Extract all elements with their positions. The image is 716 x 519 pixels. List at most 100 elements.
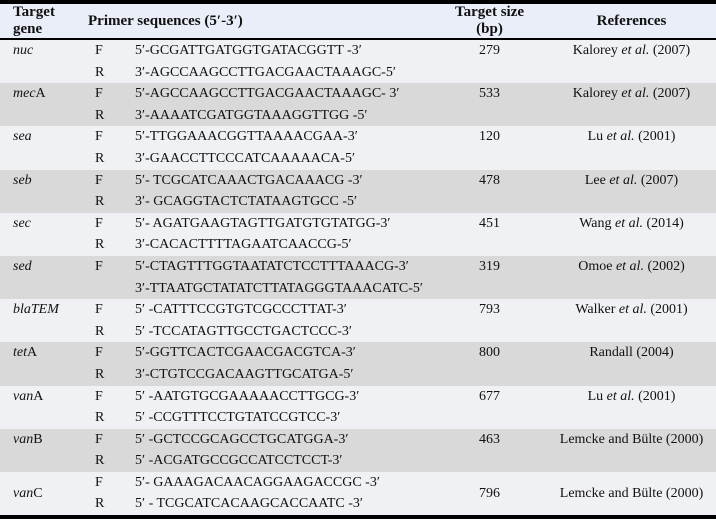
primer-sequence: 5′-GCGATTGATGGTGATACGGTT -3′ bbox=[135, 43, 362, 58]
table-row: nuc F 5′-GCGATTGATGGTGATACGGTT -3′ 279 Kalor… bbox=[0, 39, 716, 62]
reference-post: (2007) bbox=[637, 172, 679, 188]
target-size-value: 120 bbox=[479, 129, 501, 145]
target-size-value: 463 bbox=[479, 431, 501, 447]
gene-name-italic: tet bbox=[13, 345, 27, 361]
primer-sequence: 5′ -AATGTGCGAAAAACCTTGCG-3′ bbox=[135, 388, 360, 404]
primer-direction: F bbox=[95, 474, 103, 490]
primer-sequence: 3′-CACACTTTTAGAATCAACCG-5′ bbox=[135, 237, 352, 253]
gene-name-italic: van bbox=[13, 485, 34, 501]
table-row: vanC F 5′- GAAAGACAACAGGAAGACCGC -3′ 796 Lem… bbox=[0, 471, 716, 501]
target-size-value: 793 bbox=[479, 302, 501, 318]
column-header-primer-sequences: Primer sequences (5′-3′) bbox=[80, 2, 433, 39]
reference-pre: Lee bbox=[584, 172, 610, 188]
reference-post: (2007) bbox=[649, 86, 691, 102]
table-row: blaTEM F 5′ -CATTTCCGTGTCGCCCTTAT-3′ 793 Wal… bbox=[0, 299, 716, 321]
table-row: vanB F 5′ -GCTCCGCAGCCTGCATGGA-3′ 463 Lemcke… bbox=[0, 428, 716, 451]
gene-name-italic: sea bbox=[13, 129, 32, 145]
gene-name: sec bbox=[0, 213, 80, 256]
reference-pre: Lemcke and Bülte (2000) bbox=[559, 485, 704, 501]
reference-post: (2001) bbox=[634, 129, 676, 145]
gene-name-italic: seb bbox=[13, 172, 32, 188]
primer-direction: F bbox=[95, 345, 103, 361]
gene-name-roman: A bbox=[27, 345, 38, 361]
column-header-target-size: Target size (bp) bbox=[432, 2, 548, 39]
primer-direction: R bbox=[95, 64, 105, 80]
reference: Wang et al. (2014) bbox=[547, 213, 716, 256]
primer-sequence: 3′-CTGTCCGACAAGTTGCATGA-5′ bbox=[135, 366, 354, 382]
primer-direction: R bbox=[95, 150, 105, 166]
primer-direction: R bbox=[95, 237, 105, 253]
gene-name-roman: A bbox=[35, 86, 46, 102]
table-row: sec F 5′- AGATGAAGTAGTTGATGTGTATGG-3′ 451 Wa… bbox=[0, 212, 716, 235]
reference-post: (2002) bbox=[643, 258, 685, 274]
target-size-value: 478 bbox=[479, 172, 501, 188]
reference-italic: et al. bbox=[606, 388, 635, 404]
reference-pre: Walker bbox=[575, 302, 619, 318]
primer-direction: F bbox=[95, 302, 103, 318]
primer-direction: F bbox=[95, 129, 103, 145]
primer-direction bbox=[80, 278, 122, 300]
reference-pre: Wang bbox=[579, 215, 615, 231]
primer-sequence: 5′ -TCCATAGTTGCCTGACTCCC-3′ bbox=[135, 323, 352, 339]
gene-name-italic: nuc bbox=[13, 43, 34, 58]
primer-sequence: 5′ -GCTCCGCAGCCTGCATGGA-3′ bbox=[135, 431, 349, 447]
target-size-value: 796 bbox=[479, 485, 501, 501]
table-row: sea F 5′-TTGGAAACGGTTAAAACGAA-3′ 120 Lu et a… bbox=[0, 126, 716, 148]
reference: Omoe et al. (2002) bbox=[547, 256, 716, 299]
primer-sequence: 3′- GCAGGTACTCTATAAGTGCC -5′ bbox=[135, 194, 358, 210]
primer-direction: F bbox=[95, 388, 103, 404]
primer-sequence: 5′ - TCGCATCACAAGCACCAATC -3′ bbox=[135, 496, 363, 512]
primer-sequence: 5′ -CATTTCCGTGTCGCCCTTAT-3′ bbox=[135, 302, 347, 318]
table-row: vanA F 5′ -AATGTGCGAAAAACCTTGCG-3′ 677 Lu et… bbox=[0, 385, 716, 408]
reference: Lu et al. (2001) bbox=[547, 126, 716, 169]
reference: Lu et al. (2001) bbox=[547, 386, 716, 429]
table-header: Target gene Primer sequences (5′-3′) Tar… bbox=[0, 2, 716, 39]
primer-sequence: 5′-TTGGAAACGGTTAAAACGAA-3′ bbox=[135, 129, 358, 145]
primer-direction: R bbox=[95, 496, 105, 512]
primer-direction: F bbox=[95, 215, 103, 231]
gene-name: sea bbox=[0, 126, 80, 169]
target-size-value: 677 bbox=[479, 388, 501, 404]
table-row: mecA F 5′-AGCCAAGCCTTGACGAACTAAAGC- 3′ 533 K… bbox=[0, 83, 716, 105]
primer-direction: R bbox=[95, 194, 105, 210]
primer-sequence: 5′- GAAAGACAACAGGAAGACCGC -3′ bbox=[135, 474, 380, 490]
reference-post: (2001) bbox=[646, 302, 688, 318]
primer-sequence: 5′- AGATGAAGTAGTTGATGTGTATGG-3′ bbox=[135, 215, 391, 231]
reference: Walker et al. (2001) bbox=[547, 299, 716, 342]
gene-name: sed bbox=[0, 256, 80, 299]
gene-name-italic: sec bbox=[13, 215, 31, 231]
gene-name-italic: blaTEM bbox=[13, 302, 59, 318]
reference-italic: et al. bbox=[615, 215, 643, 231]
reference-pre: Lu bbox=[587, 388, 607, 404]
reference-italic: et al. bbox=[615, 258, 644, 274]
primer-sequence: 3′-AGCCAAGCCTTGACGAACTAAAGC-5′ bbox=[135, 64, 396, 80]
reference-pre: Kalorey bbox=[572, 86, 622, 102]
primer-direction: F bbox=[95, 86, 103, 102]
table-row: seb F 5′- TCGCATCAAACTGACAAACG -3′ 478 Lee e… bbox=[0, 169, 716, 192]
gene-name-italic: van bbox=[13, 388, 34, 404]
primer-direction: R bbox=[95, 323, 105, 339]
gene-name-italic: van bbox=[13, 431, 34, 447]
target-size-value: 800 bbox=[479, 345, 501, 361]
primer-sequence: 5′-AGCCAAGCCTTGACGAACTAAAGC- 3′ bbox=[135, 86, 400, 102]
reference: Lemcke and Bülte (2000) bbox=[547, 472, 716, 517]
reference-pre: Lu bbox=[587, 129, 607, 145]
table-row: tetA F 5′-GGTTCACTCGAACGACGTCA-3′ 800 Randal… bbox=[0, 342, 716, 364]
gene-name-roman: A bbox=[33, 388, 44, 404]
gene-name-italic: mec bbox=[13, 86, 36, 102]
reference-italic: et al. bbox=[609, 172, 638, 188]
reference-post: (2007) bbox=[649, 43, 691, 58]
reference-italic: et al. bbox=[618, 302, 647, 318]
reference: Randall (2004) bbox=[547, 342, 716, 385]
primer-direction: F bbox=[95, 258, 103, 274]
gene-name-roman: B bbox=[33, 431, 43, 447]
target-size-line1: Target size bbox=[455, 4, 525, 21]
target-size-value: 451 bbox=[479, 215, 501, 231]
primer-direction: R bbox=[95, 366, 105, 382]
primer-sequence: 5′ -CCGTTTCCTGTATCCGTCC-3′ bbox=[135, 410, 341, 426]
gene-name: vanC bbox=[0, 472, 80, 517]
gene-name: seb bbox=[0, 170, 80, 213]
primer-direction: R bbox=[95, 107, 105, 123]
reference: Lemcke and Bülte (2000) bbox=[547, 429, 716, 472]
